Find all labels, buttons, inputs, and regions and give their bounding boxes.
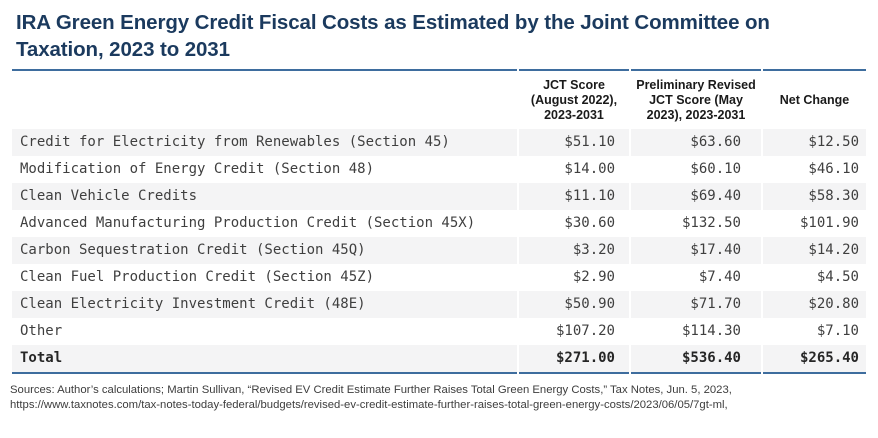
net-change-value: $46.10 <box>808 161 859 177</box>
total-row: Total $271.00 $536.40 $265.40 <box>12 345 866 374</box>
row-label: Modification of Energy Credit (Section 4… <box>20 161 375 177</box>
row-label: Credit for Electricity from Renewables (… <box>12 129 517 156</box>
table-row: Carbon Sequestration Credit (Section 45Q… <box>12 237 866 264</box>
table-row: Clean Vehicle Credits $11.10 $69.40 $58.… <box>12 183 866 210</box>
jct-score-value: $11.10 <box>519 183 629 210</box>
revised-score-value: $71.70 <box>631 291 761 318</box>
revised-score-value: $69.40 <box>631 183 761 210</box>
revised-score-value: $7.40 <box>698 269 741 285</box>
jct-score-value: $107.20 <box>555 323 615 339</box>
revised-score-value: $60.10 <box>690 161 741 177</box>
net-change-value: $101.90 <box>799 215 859 231</box>
net-change-value: $20.80 <box>763 291 866 318</box>
revised-score-value: $114.30 <box>681 323 741 339</box>
table-row: Credit for Electricity from Renewables (… <box>12 129 866 156</box>
jct-score-value: $3.20 <box>519 237 629 264</box>
row-label: Clean Vehicle Credits <box>12 183 517 210</box>
net-change-value: $14.20 <box>763 237 866 264</box>
header-line: Preliminary Revised <box>636 78 756 92</box>
net-change-value: $7.10 <box>816 323 859 339</box>
header-line: JCT Score <box>543 78 605 92</box>
row-label: Clean Electricity Investment Credit (48E… <box>12 291 517 318</box>
table-row: Advanced Manufacturing Production Credit… <box>12 210 866 237</box>
jct-score-value: $14.00 <box>564 161 615 177</box>
total-jct-score-value: $271.00 <box>519 345 629 374</box>
net-change-value: $4.50 <box>816 269 859 285</box>
header-line: (August 2022), <box>530 93 618 107</box>
row-label: Carbon Sequestration Credit (Section 45Q… <box>12 237 517 264</box>
net-change-value: $58.30 <box>763 183 866 210</box>
table-row: Clean Fuel Production Credit (Section 45… <box>12 264 866 291</box>
header-line: JCT Score (May <box>649 93 743 107</box>
total-label: Total <box>12 345 517 374</box>
header-line: 2023-2031 <box>544 108 604 122</box>
col-header-revised-jct-score-may-2023: Preliminary Revised JCT Score (May 2023)… <box>631 69 761 129</box>
net-change-value: $12.50 <box>763 129 866 156</box>
source-note: Sources: Author’s calculations; Martin S… <box>10 384 732 411</box>
jct-score-value: $51.10 <box>519 129 629 156</box>
figure-title: IRA Green Energy Credit Fiscal Costs as … <box>0 0 878 63</box>
revised-score-value: $63.60 <box>631 129 761 156</box>
revised-score-value: $132.50 <box>681 215 741 231</box>
row-label: Advanced Manufacturing Production Credit… <box>20 215 476 231</box>
table-row: Modification of Energy Credit (Section 4… <box>12 156 866 183</box>
figure-title-line: Taxation, 2023 to 2031 <box>16 38 230 61</box>
total-net-change-value: $265.40 <box>763 345 866 374</box>
jct-score-value: $30.60 <box>564 215 615 231</box>
header-row: JCT Score (August 2022), 2023-2031 Preli… <box>12 69 866 129</box>
header-line: Net Change <box>779 93 850 107</box>
jct-score-table: JCT Score (August 2022), 2023-2031 Preli… <box>10 69 868 374</box>
table-row: Other $107.20 $114.30 $7.10 <box>12 318 866 345</box>
row-label: Other <box>20 323 63 339</box>
total-revised-score-value: $536.40 <box>631 345 761 374</box>
col-header-net-change: Net Change <box>763 69 866 129</box>
figure: IRA Green Energy Credit Fiscal Costs as … <box>0 0 878 411</box>
table-row: Clean Electricity Investment Credit (48E… <box>12 291 866 318</box>
col-header-item <box>12 69 517 129</box>
col-header-jct-score-aug-2022: JCT Score (August 2022), 2023-2031 <box>519 69 629 129</box>
row-label: Clean Fuel Production Credit (Section 45… <box>20 269 375 285</box>
figure-title-line: IRA Green Energy Credit Fiscal Costs as … <box>16 11 770 34</box>
revised-score-value: $17.40 <box>631 237 761 264</box>
jct-score-value: $2.90 <box>572 269 615 285</box>
header-line: 2023), 2023-2031 <box>646 108 746 122</box>
jct-score-value: $50.90 <box>519 291 629 318</box>
